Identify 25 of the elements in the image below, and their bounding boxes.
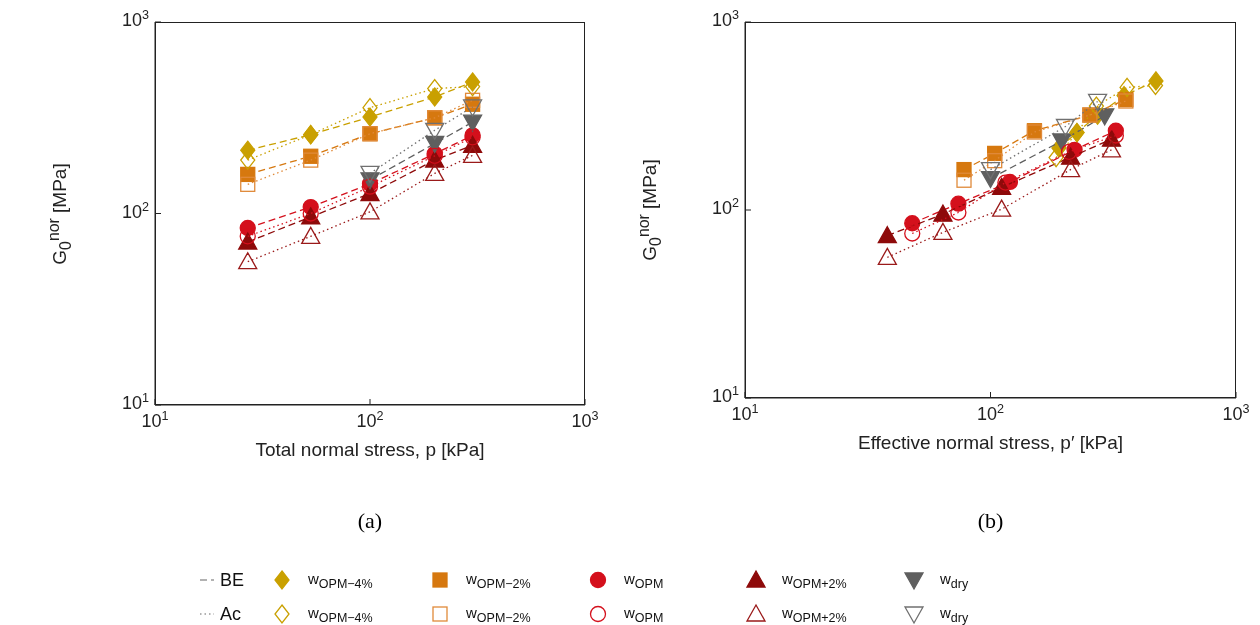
y-tick-label: 10$^{2}$	[711, 196, 739, 218]
x-tick-label: 10$^{3}$	[1222, 402, 1250, 424]
legend-label: w$_{OPM+2%}$	[782, 569, 848, 591]
x-tick-label: 10$^{3}$	[571, 409, 599, 431]
x-tick-label: 10$^{2}$	[976, 402, 1005, 424]
text: (a)	[356, 508, 384, 534]
x-tick-label: 10$^{2}$	[356, 409, 384, 431]
x-tick-label: 10$^{1}$	[141, 409, 169, 431]
text: (b)	[976, 508, 1005, 534]
text: BE	[220, 569, 245, 591]
y-tick-label: 10$^{3}$	[711, 8, 739, 30]
x-axis-title: Effective normal stress, p′ [kPa]	[856, 432, 1125, 454]
x-axis-title: Total normal stress, p [kPa]	[254, 439, 486, 461]
y-tick-label: 10$^{2}$	[121, 199, 149, 222]
legend-label: w$_{dry}$	[940, 569, 970, 591]
legend-label: w$_{OPM+2%}$	[782, 603, 848, 625]
y-tick-label: 10$^{3}$	[121, 8, 149, 30]
legend-label: w$_{OPM}$	[624, 569, 665, 591]
legend-label: w$_{OPM}$	[624, 603, 665, 625]
text: Ac	[220, 603, 242, 625]
legend-label: w$_{OPM−2%}$	[466, 569, 532, 591]
legend-label: w$_{OPM−4%}$	[308, 569, 374, 591]
legend-label: w$_{OPM−2%}$	[466, 603, 532, 625]
legend-label: w$_{dry}$	[940, 603, 970, 625]
legend-label: w$_{OPM−4%}$	[308, 603, 374, 625]
